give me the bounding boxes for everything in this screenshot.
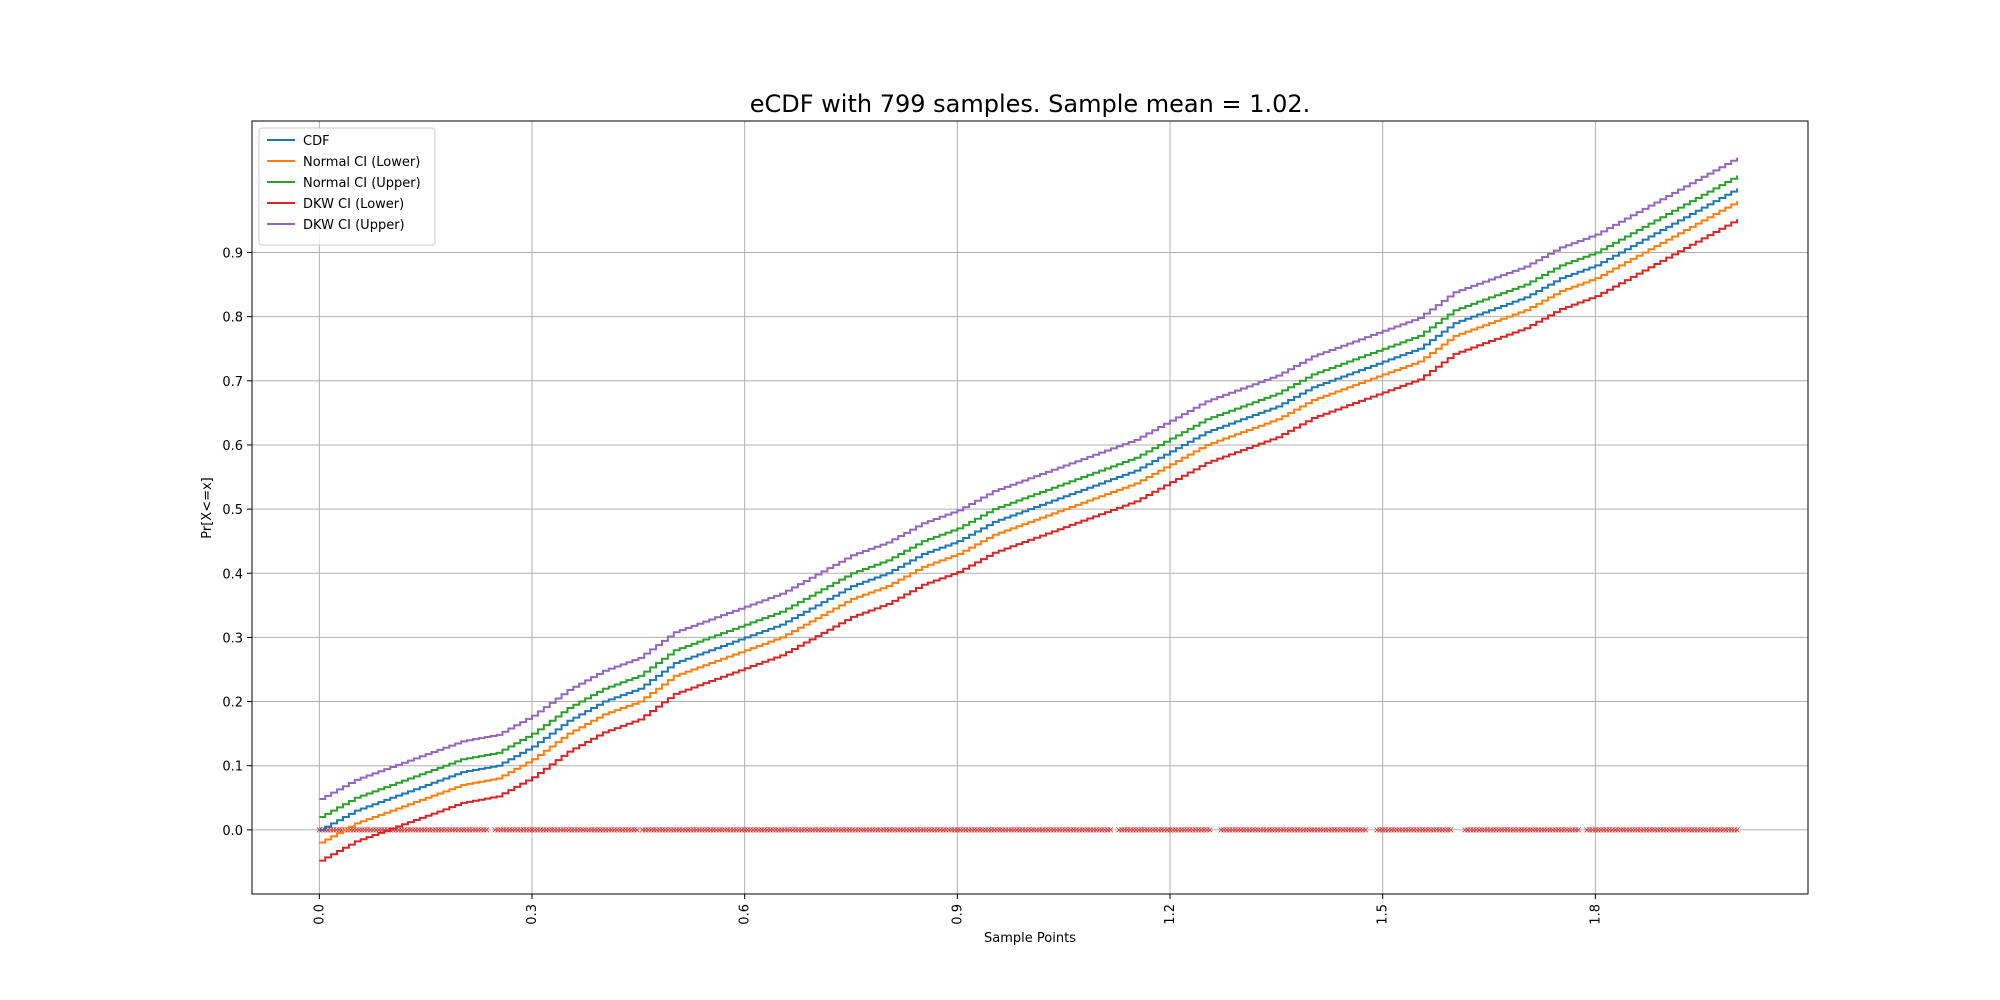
series-line: [319, 219, 1739, 862]
x-tick-label: 1.5: [1376, 904, 1391, 925]
y-tick-label: 0.3: [222, 631, 243, 646]
chart-title: eCDF with 799 samples. Sample mean = 1.0…: [750, 90, 1311, 118]
legend: CDF Normal CI (Lower) Normal CI (Upper) DKW…: [258, 127, 436, 246]
legend-label: Normal CI (Upper): [303, 176, 421, 191]
x-tick-label: 0.0: [312, 904, 327, 925]
sample-marker: [1107, 827, 1114, 833]
grid: [252, 121, 1808, 894]
legend-box: [258, 127, 436, 246]
series-line: [319, 201, 1739, 844]
y-tick-label: 0.9: [222, 247, 243, 262]
y-tick-label: 0.7: [222, 375, 243, 390]
series-line: [319, 175, 1739, 819]
y-tick-label: 0.5: [222, 503, 243, 518]
y-tick-label: 0.8: [222, 311, 243, 326]
y-tick-label: 0.2: [222, 696, 243, 711]
x-tick-label: 0.9: [950, 904, 965, 925]
x-axis-ticks: 0.0 0.3 0.6 0.9 1.2 1.5 1.8: [312, 894, 1603, 925]
plot-frame: [251, 120, 1809, 895]
sample-marker: [1362, 827, 1369, 833]
series-line: [319, 157, 1739, 801]
legend-label: CDF: [303, 134, 330, 149]
y-axis-label: Pr[X<=x]: [200, 477, 215, 538]
sample-marker: [634, 827, 640, 833]
x-tick-label: 0.3: [525, 904, 540, 925]
legend-label: Normal CI (Lower): [303, 155, 420, 170]
x-axis-label: Sample Points: [984, 931, 1076, 946]
y-tick-label: 0.0: [222, 824, 243, 839]
series-line: [319, 188, 1739, 831]
legend-label: DKW CI (Lower): [303, 197, 404, 212]
sample-markers: [316, 827, 1740, 833]
y-tick-label: 0.6: [222, 439, 243, 454]
y-tick-label: 0.1: [222, 760, 243, 775]
y-tick-label: 0.4: [222, 567, 243, 582]
sample-marker: [1734, 827, 1740, 833]
sample-marker: [1575, 827, 1582, 833]
x-tick-label: 1.8: [1588, 904, 1603, 925]
sample-marker: [483, 827, 490, 833]
series-lines: [319, 157, 1739, 862]
legend-label: DKW CI (Upper): [303, 218, 405, 233]
sample-marker: [1206, 827, 1213, 833]
x-tick-label: 0.6: [738, 904, 753, 925]
x-tick-label: 1.2: [1163, 904, 1178, 925]
sample-marker: [1447, 827, 1454, 833]
y-axis-ticks: 0.0 0.1 0.2 0.3 0.4 0.5 0.6 0.7 0.8 0.9: [222, 247, 252, 839]
